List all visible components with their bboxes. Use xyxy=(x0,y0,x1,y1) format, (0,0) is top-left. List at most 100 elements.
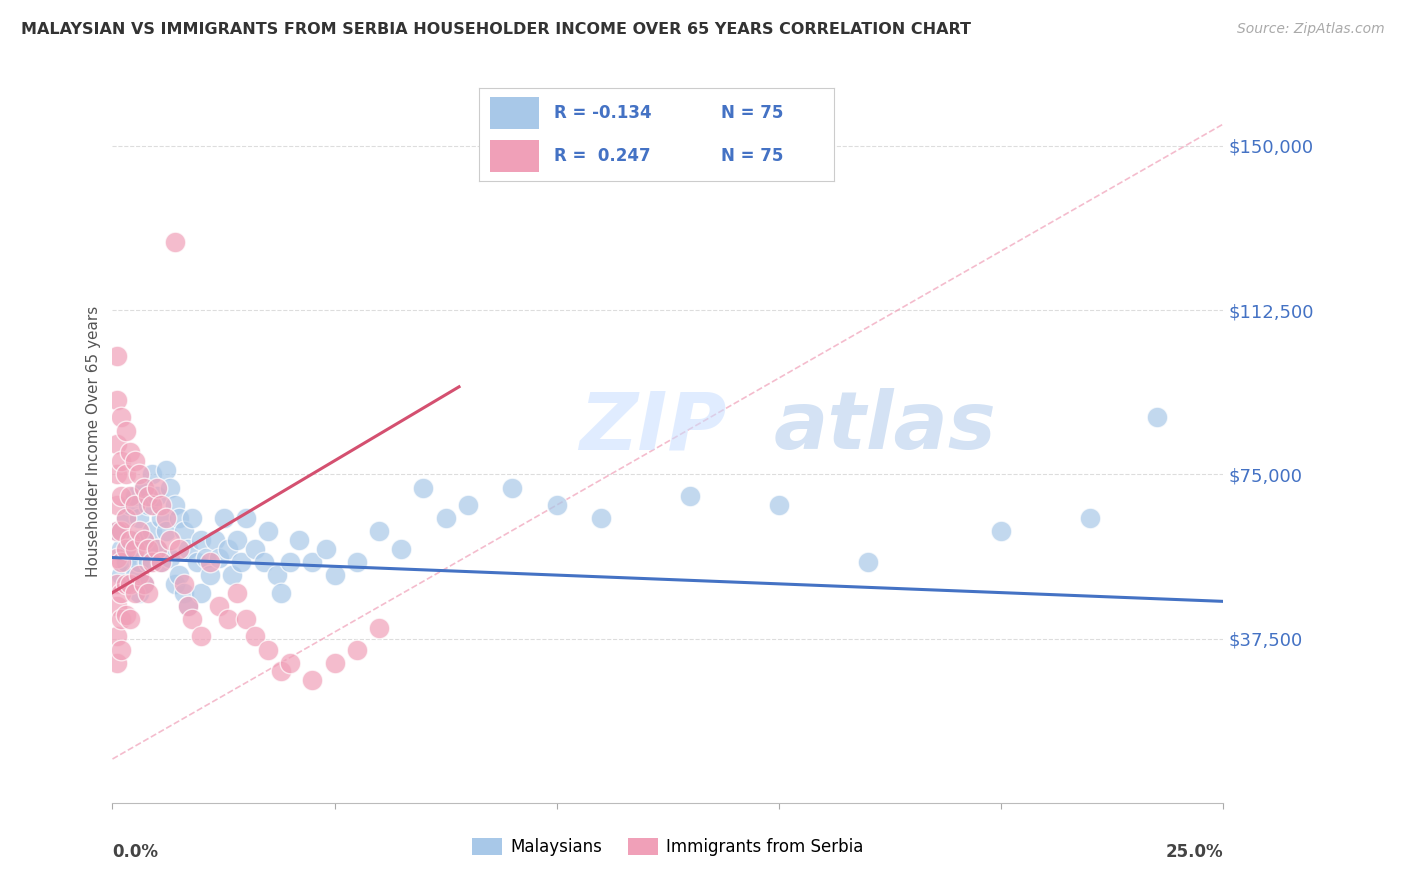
Point xyxy=(167,511,190,525)
Point xyxy=(257,642,280,657)
Point xyxy=(128,585,150,599)
Point xyxy=(159,481,181,495)
Point xyxy=(146,489,169,503)
Point xyxy=(114,424,136,438)
Point xyxy=(163,498,186,512)
Point xyxy=(105,524,128,539)
Point xyxy=(120,612,142,626)
Point xyxy=(105,498,128,512)
Point xyxy=(235,511,257,525)
Point xyxy=(1146,410,1168,425)
Point xyxy=(105,524,128,539)
Point xyxy=(146,541,169,556)
Point xyxy=(136,489,159,503)
Point xyxy=(110,642,132,657)
Point xyxy=(110,541,132,556)
Point xyxy=(155,511,177,525)
Point xyxy=(150,555,173,569)
Point xyxy=(105,656,128,670)
Point xyxy=(301,555,323,569)
Text: atlas: atlas xyxy=(773,388,995,467)
Point xyxy=(110,568,132,582)
Point xyxy=(190,585,212,599)
Point xyxy=(128,524,150,539)
Point xyxy=(204,533,226,547)
Point xyxy=(217,612,239,626)
Point xyxy=(768,498,790,512)
Point xyxy=(110,555,132,569)
Point xyxy=(136,541,159,556)
Point xyxy=(278,555,301,569)
Point xyxy=(278,656,301,670)
Text: Source: ZipAtlas.com: Source: ZipAtlas.com xyxy=(1237,22,1385,37)
Point xyxy=(114,541,136,556)
Point xyxy=(128,511,150,525)
Point xyxy=(173,524,195,539)
Point xyxy=(177,541,200,556)
Point xyxy=(288,533,311,547)
Point xyxy=(105,349,128,363)
Point xyxy=(315,541,337,556)
Point xyxy=(155,524,177,539)
Point xyxy=(186,555,208,569)
Point xyxy=(217,541,239,556)
Point xyxy=(141,524,163,539)
Point xyxy=(163,235,186,250)
Point xyxy=(212,511,235,525)
Point xyxy=(257,524,280,539)
Point xyxy=(159,550,181,565)
Point xyxy=(163,577,186,591)
Point xyxy=(132,481,155,495)
Point xyxy=(679,489,702,503)
Point xyxy=(546,498,568,512)
Point xyxy=(190,533,212,547)
Point xyxy=(124,498,146,512)
Point xyxy=(221,568,243,582)
Point xyxy=(177,599,200,613)
Point xyxy=(136,498,159,512)
Point xyxy=(150,498,173,512)
Legend: Malaysians, Immigrants from Serbia: Malaysians, Immigrants from Serbia xyxy=(465,831,870,863)
Point xyxy=(105,599,128,613)
Point xyxy=(132,577,155,591)
Point xyxy=(132,533,155,547)
Point xyxy=(190,629,212,643)
Point xyxy=(132,577,155,591)
Text: MALAYSIAN VS IMMIGRANTS FROM SERBIA HOUSEHOLDER INCOME OVER 65 YEARS CORRELATION: MALAYSIAN VS IMMIGRANTS FROM SERBIA HOUS… xyxy=(21,22,972,37)
Point xyxy=(194,550,217,565)
Point xyxy=(231,555,253,569)
Point xyxy=(252,555,274,569)
Point xyxy=(114,555,136,569)
Point xyxy=(323,568,346,582)
Point xyxy=(200,555,222,569)
Point xyxy=(389,541,412,556)
Point xyxy=(136,555,159,569)
Point xyxy=(457,498,479,512)
Point xyxy=(181,612,204,626)
Point xyxy=(128,467,150,482)
Point xyxy=(114,511,136,525)
Point xyxy=(105,392,128,407)
Point xyxy=(150,555,173,569)
Y-axis label: Householder Income Over 65 years: Householder Income Over 65 years xyxy=(86,306,101,577)
Point xyxy=(181,511,204,525)
Point xyxy=(270,665,292,679)
Point xyxy=(105,467,128,482)
Point xyxy=(146,481,169,495)
Point xyxy=(173,585,195,599)
Point xyxy=(124,585,146,599)
Point xyxy=(124,489,146,503)
Point xyxy=(124,533,146,547)
Point xyxy=(114,511,136,525)
Point xyxy=(501,481,523,495)
Point xyxy=(120,577,142,591)
Point xyxy=(120,498,142,512)
Text: ZIP: ZIP xyxy=(579,388,727,467)
Point xyxy=(110,410,132,425)
Point xyxy=(167,541,190,556)
Point xyxy=(114,467,136,482)
Point xyxy=(128,568,150,582)
Point xyxy=(105,577,128,591)
Point xyxy=(225,533,247,547)
Point xyxy=(208,550,231,565)
